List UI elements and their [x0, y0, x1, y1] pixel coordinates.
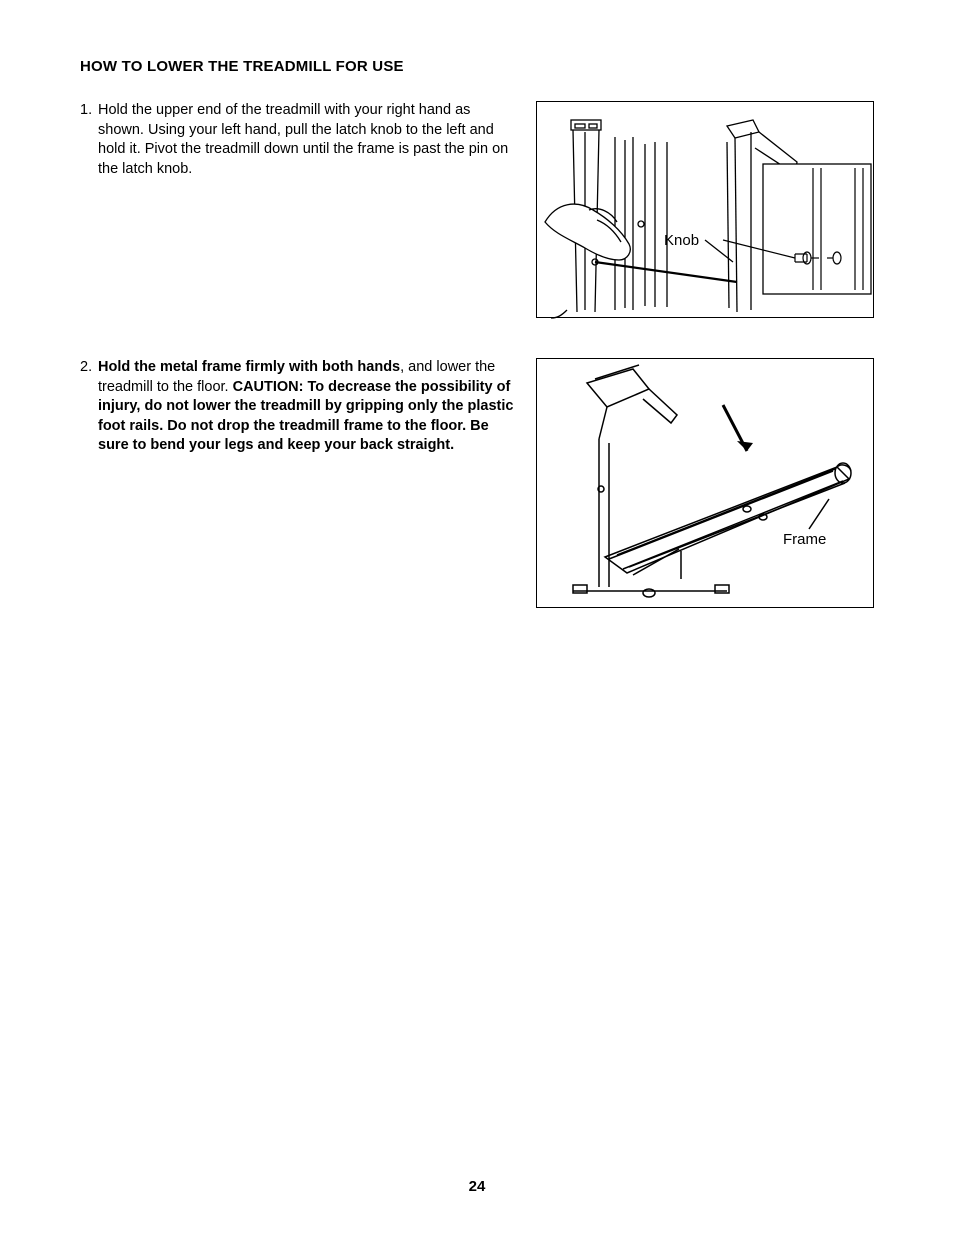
figure-1: Knob [536, 101, 874, 318]
step-2-marker: 2. [80, 358, 92, 378]
step-1-marker: 1. [80, 101, 92, 121]
step-1-body: Hold the upper end of the treadmill with… [98, 102, 508, 177]
step-2-run-0: Hold the metal frame firmly with both ha… [98, 359, 400, 375]
step-2-text: 2. Hold the metal frame firmly with both… [80, 358, 520, 456]
figure-2-label-frame: Frame [783, 531, 826, 548]
step-1-text: 1. Hold the upper end of the treadmill w… [80, 101, 520, 179]
figure-2-svg: Frame [537, 359, 875, 609]
figure-1-container: Knob [536, 101, 874, 318]
manual-page: HOW TO LOWER THE TREADMILL FOR USE 1. Ho… [0, 0, 954, 1235]
page-number: 24 [0, 1178, 954, 1195]
figure-2-container: Frame [536, 358, 874, 608]
section-heading: HOW TO LOWER THE TREADMILL FOR USE [80, 58, 874, 75]
figure-1-label-knob: Knob [664, 232, 699, 249]
step-2-row: 2. Hold the metal frame firmly with both… [80, 358, 874, 608]
figure-1-svg: Knob [537, 102, 875, 319]
step-1-row: 1. Hold the upper end of the treadmill w… [80, 101, 874, 318]
figure-2: Frame [536, 358, 874, 608]
